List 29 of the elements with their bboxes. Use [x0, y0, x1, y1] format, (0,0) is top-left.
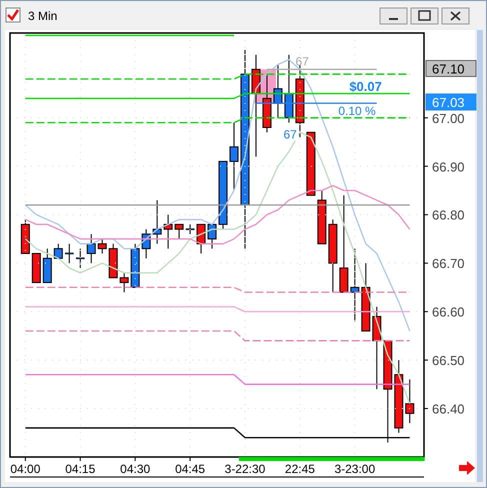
- candlestick: [174, 224, 184, 240]
- candlestick: [65, 243, 74, 264]
- annotation: 0.10 %: [338, 104, 376, 118]
- x-tick-label: 22:45: [284, 462, 316, 476]
- y-tick-label: 66.50: [432, 353, 465, 368]
- candlestick: [230, 122, 239, 191]
- text: 67.03: [432, 95, 465, 110]
- annotation: $0.07: [349, 79, 382, 94]
- y-tick-label: 66.70: [432, 256, 465, 272]
- x-tick-label: 04:00: [10, 462, 41, 476]
- annotation: 67: [283, 128, 298, 142]
- text: 67.10: [432, 62, 465, 76]
- y-tick-label: 66.60: [432, 304, 465, 320]
- candlestick: [405, 378, 414, 424]
- y-tick-label: 66.80: [432, 208, 465, 223]
- x-tick-label: 04:15: [65, 462, 96, 476]
- candlestick: [54, 243, 63, 259]
- x-tick-label: 3-23:00: [334, 462, 376, 476]
- candlestick: [76, 248, 85, 269]
- annotation: 67: [296, 54, 310, 68]
- y-tick-label: 66.40: [432, 402, 465, 417]
- y-tick-label: 66.90: [432, 159, 465, 174]
- x-tick-label: 3-22:30: [224, 462, 266, 476]
- line-series: [24, 59, 410, 332]
- chart-title: 3 Min: [28, 9, 58, 23]
- candlestick: [120, 272, 129, 293]
- y-tick-label: 67.00: [432, 110, 465, 126]
- x-tick-label: 04:45: [175, 462, 206, 476]
- x-tick-label: 04:30: [120, 462, 151, 476]
